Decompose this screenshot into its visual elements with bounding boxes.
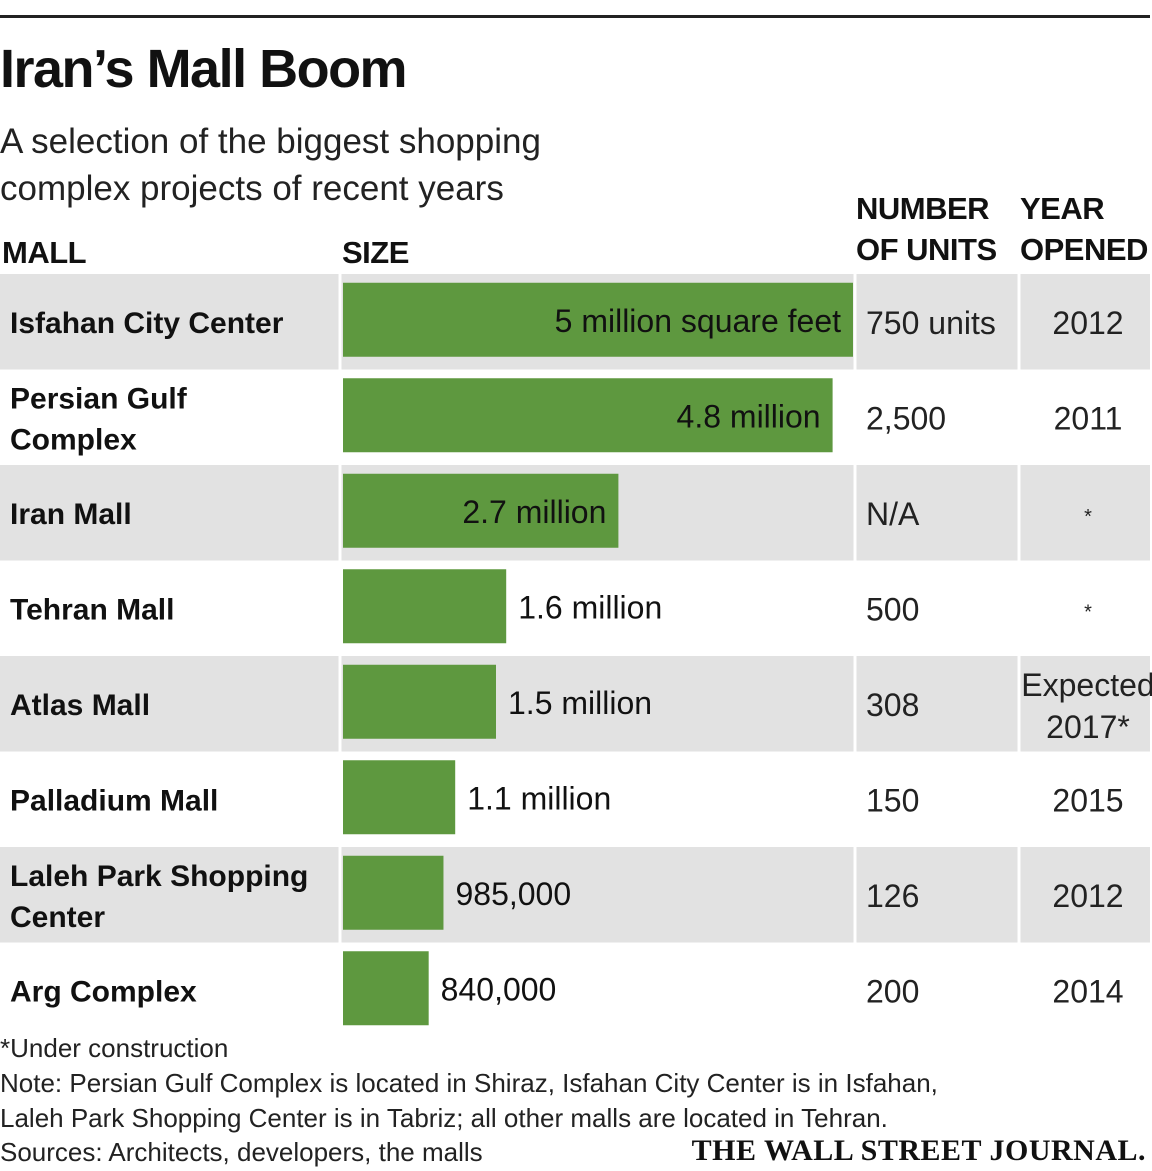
header-mall: MALL — [2, 235, 87, 270]
header-year: YEAR OPENED — [1020, 188, 1148, 270]
mall-name: Arg Complex — [10, 975, 197, 1008]
units-value: 2,500 — [866, 400, 946, 436]
size-bar — [343, 951, 429, 1026]
bar-value-label: 1.5 million — [508, 685, 652, 721]
size-bar — [343, 664, 496, 739]
units-value: 126 — [866, 878, 919, 914]
size-bar — [343, 855, 444, 930]
mall-name: Complex — [10, 423, 137, 456]
sources-note: Sources: Architects, developers, the mal… — [0, 1137, 483, 1167]
bar-value-label: 1.1 million — [467, 780, 611, 816]
year-opened-value: * — [1084, 601, 1092, 623]
publisher-credit: THE WALL STREET JOURNAL. — [691, 1134, 1146, 1167]
header-units: NUMBER OF UNITS — [856, 188, 997, 270]
units-value: 150 — [866, 782, 919, 818]
year-opened-value: 2012 — [1052, 305, 1123, 341]
bar-value-label: 5 million square feet — [555, 303, 841, 339]
size-bar — [343, 378, 833, 453]
bar-value-label: 1.6 million — [518, 589, 662, 625]
year-opened-value: * — [1084, 506, 1092, 528]
chart-title: Iran’s Mall Boom — [0, 39, 408, 99]
location-note-line1: Note: Persian Gulf Complex is located in… — [0, 1068, 938, 1098]
mall-name: Isfahan City Center — [10, 307, 284, 340]
header-units-line2: OF UNITS — [856, 232, 997, 267]
size-bar — [343, 282, 853, 357]
row-background — [0, 847, 1150, 943]
mall-name: Atlas Mall — [10, 689, 150, 722]
row-background — [0, 656, 1150, 752]
mall-name: Center — [10, 901, 105, 934]
year-opened-value: 2015 — [1052, 782, 1123, 818]
bar-value-label: 985,000 — [455, 876, 571, 912]
mall-name: Laleh Park Shopping — [10, 860, 308, 893]
units-value: 750 units — [866, 305, 996, 341]
year-opened-value: 2011 — [1054, 400, 1123, 436]
year-opened-value: 2012 — [1052, 878, 1123, 914]
year-opened-value: 2017* — [1046, 709, 1130, 745]
bar-value-label: 840,000 — [441, 971, 557, 1007]
bar-value-label: 4.8 million — [677, 398, 821, 434]
size-bar — [343, 473, 619, 548]
mall-name: Persian Gulf — [10, 382, 188, 415]
header-units-line1: NUMBER — [856, 191, 990, 226]
mall-name: Palladium Mall — [10, 784, 218, 817]
mall-name: Tehran Mall — [10, 593, 174, 626]
units-value: 200 — [866, 973, 919, 1009]
year-opened-value: 2014 — [1052, 973, 1123, 1009]
asterisk-note: *Under construction — [0, 1033, 229, 1063]
year-opened-value: Expected — [1021, 667, 1152, 703]
mall-name: Iran Mall — [10, 498, 132, 531]
size-bar — [343, 760, 456, 835]
bar-value-label: 2.7 million — [462, 494, 606, 530]
units-value: 500 — [866, 591, 919, 627]
header-year-line2: OPENED — [1020, 232, 1148, 267]
header-size: SIZE — [342, 235, 409, 270]
chart-subtitle: A selection of the biggest shopping comp… — [0, 122, 541, 208]
units-value: 308 — [866, 687, 919, 723]
header-year-line1: YEAR — [1020, 191, 1105, 226]
units-value: N/A — [866, 496, 920, 532]
top-rule — [0, 15, 1150, 18]
location-note-line2: Laleh Park Shopping Center is in Tabriz;… — [0, 1103, 888, 1133]
size-bar — [343, 569, 507, 644]
